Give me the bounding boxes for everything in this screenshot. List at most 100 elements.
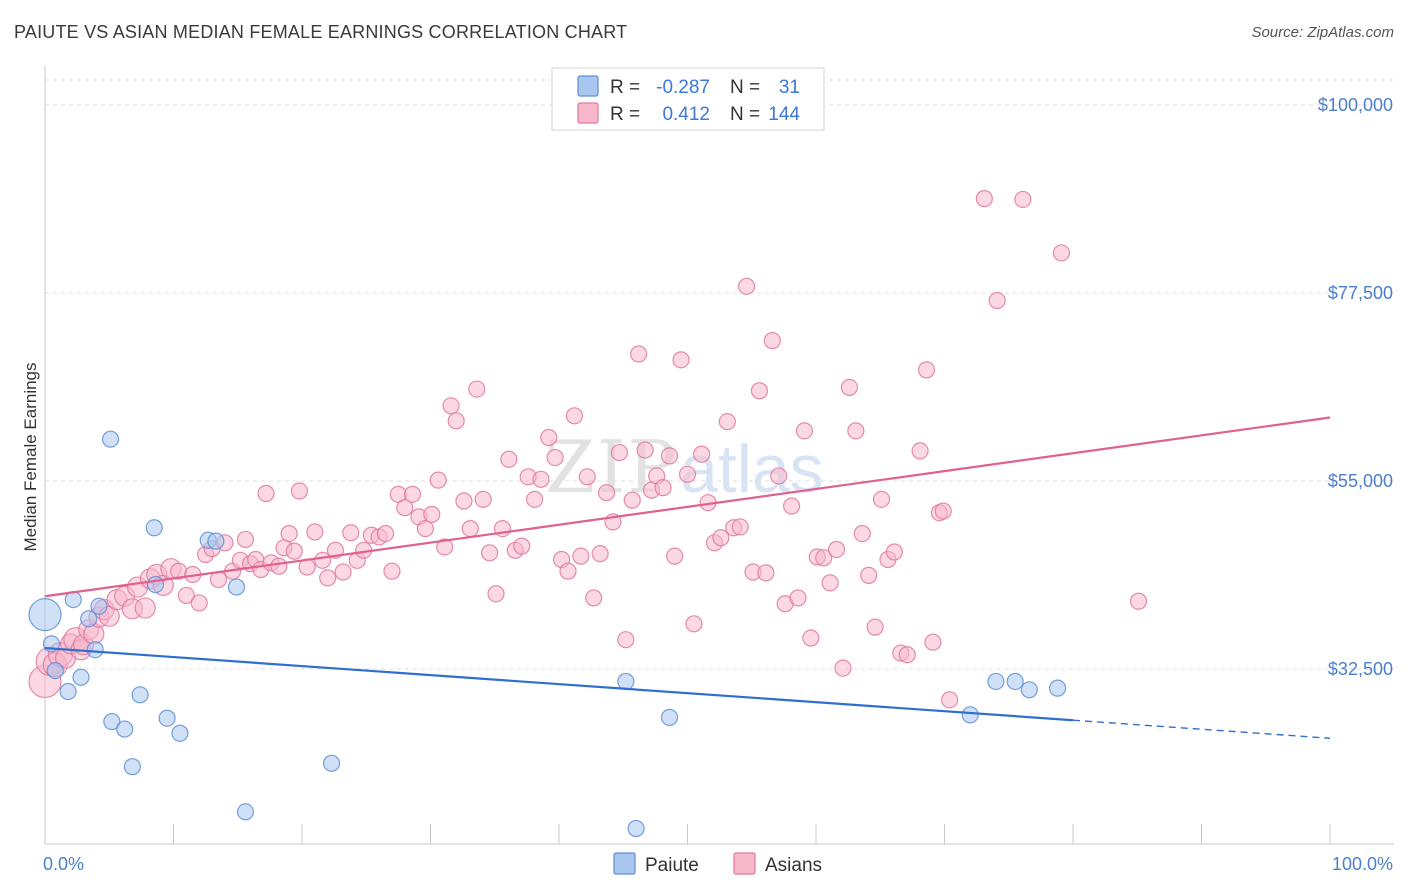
asians-point: [847, 422, 865, 440]
legend-n-value-asians: 144: [768, 104, 800, 125]
asians-point: [610, 443, 628, 462]
paiute-trend-line: [44, 646, 1074, 722]
paiute-point: [103, 712, 121, 731]
asians-points: [28, 190, 1148, 709]
asians-point: [827, 540, 846, 559]
bottom-legend-swatch-asians: [733, 852, 756, 875]
paiute-point: [322, 754, 341, 772]
asians-point: [782, 497, 801, 515]
asians-point: [591, 545, 609, 563]
paiute-point: [46, 661, 64, 680]
bottom-legend-label-asians: Asians: [765, 855, 822, 876]
asians-point: [461, 519, 479, 538]
asians-point: [885, 543, 903, 561]
asians-point: [513, 537, 531, 555]
paiute-point: [146, 575, 165, 594]
paiute-point: [145, 519, 163, 537]
asians-point: [481, 544, 499, 562]
asians-point: [403, 485, 422, 503]
asians-point: [654, 479, 672, 497]
asians-point: [666, 547, 684, 565]
x-tick-label-min: 0.0%: [43, 854, 84, 874]
series-legend: Paiute Asians: [613, 852, 822, 876]
paiute-point: [90, 597, 108, 615]
asians-trend-line: [44, 416, 1331, 598]
y-tick-label: $55,000: [1328, 471, 1393, 491]
paiute-point: [1020, 681, 1038, 699]
trend-lines: [44, 416, 1331, 739]
asians-point: [285, 542, 303, 560]
asians-point: [834, 659, 852, 677]
paiute-point: [1048, 679, 1067, 697]
asians-point: [487, 585, 505, 603]
paiute-point: [123, 758, 141, 776]
asians-point: [455, 492, 473, 510]
legend-r-value-asians: 0.412: [662, 104, 710, 125]
paiute-point: [617, 672, 635, 691]
y-axis-labels: $32,500 $55,000 $77,500 $100,000: [1318, 95, 1393, 679]
asians-point: [585, 589, 603, 607]
asians-point: [546, 448, 564, 467]
asians-point: [383, 562, 401, 580]
asians-point: [423, 505, 441, 523]
paiute-point: [80, 610, 98, 628]
asians-point: [334, 563, 352, 581]
y-tick-label: $77,500: [1328, 283, 1393, 303]
asians-point: [712, 529, 730, 547]
asians-point: [270, 557, 288, 575]
asians-point: [306, 523, 324, 541]
asians-point: [757, 564, 775, 582]
paiute-point: [227, 578, 246, 596]
asians-point: [623, 491, 641, 509]
paiute-point: [158, 709, 176, 727]
asians-point: [975, 190, 993, 208]
asians-point: [731, 518, 749, 536]
asians-point: [718, 413, 736, 431]
asians-point: [376, 524, 395, 543]
asians-point: [802, 629, 820, 647]
paiute-point: [101, 430, 120, 448]
paiute-point: [131, 686, 149, 704]
paiute-point: [660, 708, 679, 726]
asians-point: [840, 378, 859, 397]
paiute-point: [236, 803, 255, 821]
asians-point: [795, 422, 814, 440]
paiute-point: [987, 672, 1005, 691]
asians-point: [134, 597, 156, 619]
paiute-point: [627, 819, 645, 838]
asians-point: [866, 618, 884, 636]
asians-point: [257, 484, 275, 503]
legend-r-label-asians: R =: [610, 104, 640, 125]
legend-swatch-asians: [577, 102, 599, 124]
paiute-point: [86, 641, 104, 659]
asians-point: [1052, 244, 1071, 262]
asians-point: [177, 586, 195, 605]
paiute-point: [72, 668, 90, 686]
legend-r-value-paiute: -0.287: [656, 77, 710, 98]
asians-point: [500, 450, 518, 468]
asians-point: [911, 442, 929, 460]
asians-point: [660, 447, 679, 465]
asians-point: [447, 412, 465, 430]
asians-point: [630, 345, 648, 363]
asians-point: [416, 519, 434, 538]
y-tick-label: $32,500: [1328, 659, 1393, 679]
asians-point: [1129, 592, 1148, 610]
asians-point: [525, 490, 544, 508]
asians-point: [672, 351, 690, 369]
asians-point: [924, 633, 942, 651]
asians-point: [559, 562, 577, 580]
x-tick-label-max: 100.0%: [1332, 854, 1393, 874]
asians-point: [236, 530, 255, 549]
legend-n-value-paiute: 31: [779, 77, 800, 98]
paiute-point: [116, 720, 134, 738]
paiute-point: [961, 706, 979, 724]
asians-point: [988, 291, 1006, 310]
asians-point: [468, 380, 486, 398]
bottom-legend-swatch-paiute: [613, 852, 636, 875]
legend-n-label-asians: N =: [730, 104, 760, 125]
asians-point: [342, 524, 360, 542]
y-tick-label: $100,000: [1318, 95, 1393, 115]
asians-point: [572, 547, 590, 565]
